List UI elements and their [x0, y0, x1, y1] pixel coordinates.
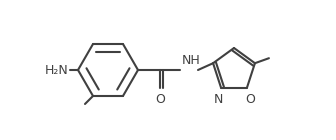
- Text: O: O: [245, 93, 255, 106]
- Text: O: O: [155, 93, 165, 106]
- Text: N: N: [213, 93, 223, 106]
- Text: H₂N: H₂N: [44, 64, 68, 76]
- Text: NH: NH: [182, 54, 201, 67]
